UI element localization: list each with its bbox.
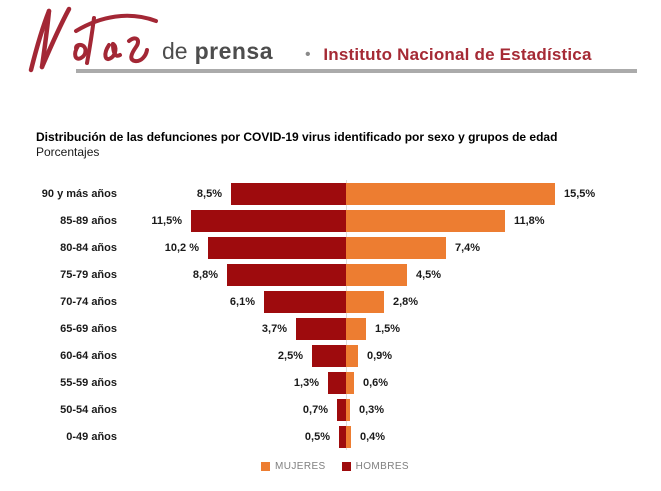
age-group-label: 75-79 años <box>60 268 117 281</box>
chart-row: 55-59 años 1,3% 0,6% <box>0 369 661 396</box>
chart-title: Distribución de las defunciones por COVI… <box>36 130 558 144</box>
mujeres-bar <box>346 398 350 421</box>
mujeres-bar <box>346 182 555 205</box>
hombres-value-label: 0,7% <box>302 403 328 416</box>
mujeres-bar <box>346 290 384 313</box>
chart-row: 90 y más años 8,5% 15,5% <box>0 180 661 207</box>
chart-row: 70-74 años 6,1% 2,8% <box>0 288 661 315</box>
institute-name: Instituto Nacional de Estadística <box>323 45 592 64</box>
mujeres-value-label: 11,8% <box>514 214 545 227</box>
chart-row: 75-79 años 8,8% 4,5% <box>0 261 661 288</box>
axis-center-line <box>346 180 347 450</box>
age-group-label: 0-49 años <box>66 430 117 443</box>
hombres-value-label: 11,5% <box>151 214 182 227</box>
chart-row: 0-49 años 0,5% 0,4% <box>0 423 661 450</box>
mujeres-value-label: 2,8% <box>393 295 419 308</box>
mujeres-bar <box>346 317 366 340</box>
mujeres-value-label: 7,4% <box>455 241 481 254</box>
hombres-value-label: 3,7% <box>261 322 287 335</box>
hombres-bar <box>231 182 346 205</box>
hombres-bar <box>296 317 346 340</box>
legend-swatch-icon <box>341 462 351 471</box>
chart-row: 50-54 años 0,7% 0,3% <box>0 396 661 423</box>
mujeres-bar <box>346 344 358 367</box>
hombres-value-label: 10,2 % <box>164 241 199 254</box>
age-group-label: 80-84 años <box>60 241 117 254</box>
mujeres-bar <box>346 236 446 259</box>
chart-row: 60-64 años 2,5% 0,9% <box>0 342 661 369</box>
mujeres-value-label: 0,9% <box>367 349 393 362</box>
hombres-bar <box>312 344 346 367</box>
legend-item: MUJERES <box>261 461 326 472</box>
hombres-bar <box>227 263 346 286</box>
hombres-value-label: 8,5% <box>196 187 222 200</box>
age-group-label: 70-74 años <box>60 295 117 308</box>
hombres-value-label: 1,3% <box>293 376 319 389</box>
age-group-label: 85-89 años <box>60 214 117 227</box>
age-group-label: 90 y más años <box>41 187 117 200</box>
hombres-bar <box>208 236 346 259</box>
legend-item: HOMBRES <box>341 461 409 472</box>
chart-row: 80-84 años 10,2 % 7,4% <box>0 234 661 261</box>
header-divider <box>76 69 637 73</box>
mujeres-value-label: 4,5% <box>416 268 442 281</box>
mujeres-bar <box>346 209 505 232</box>
hombres-value-label: 2,5% <box>277 349 303 362</box>
hombres-bar <box>337 398 346 421</box>
notas-script-logo <box>28 6 158 73</box>
chart-subtitle: Porcentajes <box>36 145 100 159</box>
mujeres-bar <box>346 263 407 286</box>
legend-swatch-icon <box>261 462 271 471</box>
mujeres-value-label: 0,4% <box>360 430 386 443</box>
logo-de: de <box>162 38 188 64</box>
logo-subtitle: de prensa <box>162 38 273 65</box>
hombres-bar <box>264 290 346 313</box>
mujeres-value-label: 1,5% <box>375 322 401 335</box>
chart-row: 85-89 años 11,5% 11,8% <box>0 207 661 234</box>
hombres-bar <box>339 425 346 448</box>
age-group-label: 65-69 años <box>60 322 117 335</box>
mujeres-value-label: 0,3% <box>359 403 385 416</box>
legend-label: MUJERES <box>275 461 326 472</box>
mujeres-value-label: 15,5% <box>564 187 596 200</box>
hombres-value-label: 8,8% <box>192 268 218 281</box>
hombres-bar <box>191 209 346 232</box>
age-group-label: 50-54 años <box>60 403 117 416</box>
institute-block: • Instituto Nacional de Estadística <box>305 45 592 65</box>
legend-label: HOMBRES <box>355 461 409 472</box>
chart-row: 65-69 años 3,7% 1,5% <box>0 315 661 342</box>
age-group-label: 60-64 años <box>60 349 117 362</box>
mujeres-value-label: 0,6% <box>363 376 389 389</box>
hombres-value-label: 6,1% <box>229 295 255 308</box>
mujeres-bar <box>346 425 351 448</box>
chart-legend: MUJERES HOMBRES <box>117 461 553 472</box>
pyramid-chart: 90 y más años 8,5% 15,5% 85-89 años 11,5% 11,… <box>0 180 661 450</box>
hombres-value-label: 0,5% <box>304 430 330 443</box>
age-group-label: 55-59 años <box>60 376 117 389</box>
logo-prensa: prensa <box>194 38 274 64</box>
mujeres-bar <box>346 371 354 394</box>
hombres-bar <box>328 371 346 394</box>
bullet-separator-icon: • <box>305 46 311 63</box>
